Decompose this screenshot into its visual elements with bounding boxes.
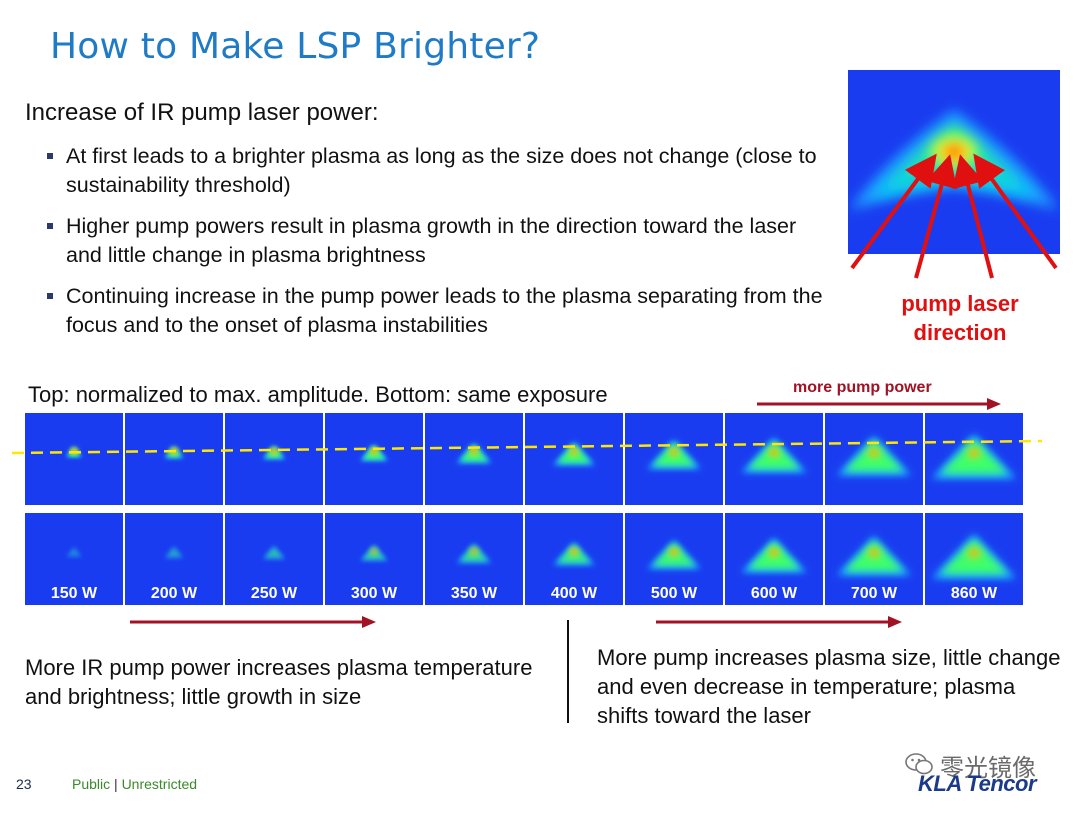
bottom-plasma-image bbox=[425, 513, 523, 605]
bottom-plasma-tile: 600 W bbox=[725, 513, 823, 605]
bottom-plasma-tile: 150 W bbox=[25, 513, 123, 605]
bottom-plasma-tile: 860 W bbox=[925, 513, 1023, 605]
bottom-plasma-tile: 250 W bbox=[225, 513, 323, 605]
bottom-plasma-tile: 500 W bbox=[625, 513, 723, 605]
bottom-plasma-image bbox=[525, 513, 623, 605]
power-label: 400 W bbox=[550, 585, 598, 602]
pump-direction-line-2: direction bbox=[913, 320, 1007, 345]
top-plasma-image bbox=[725, 413, 823, 505]
top-plasma-image bbox=[625, 413, 723, 505]
power-label: 250 W bbox=[250, 585, 298, 602]
top-plasma-tile bbox=[25, 413, 123, 505]
restriction-label: Unrestricted bbox=[121, 776, 198, 792]
left-growth-arrow bbox=[130, 616, 376, 628]
top-plasma-image bbox=[325, 413, 423, 505]
top-plasma-tile bbox=[925, 413, 1023, 505]
company-logo: KLA Tencor bbox=[918, 771, 1037, 796]
pump-direction-arrows bbox=[850, 153, 1058, 279]
slide-title: How to Make LSP Brighter? bbox=[50, 26, 541, 67]
top-plasma-tile bbox=[825, 413, 923, 505]
power-label: 860 W bbox=[950, 585, 998, 602]
wechat-icon bbox=[905, 753, 933, 775]
power-label: 600 W bbox=[750, 585, 798, 602]
top-plasma-image bbox=[25, 413, 123, 505]
top-plasma-tile bbox=[625, 413, 723, 505]
strip-caption: Top: normalized to max. amplitude. Botto… bbox=[28, 382, 608, 407]
top-plasma-image bbox=[825, 413, 923, 505]
watermark-text: 零光镜像 bbox=[940, 755, 1036, 782]
top-plasma-image bbox=[925, 413, 1023, 505]
right-note: More pump increases plasma size, little … bbox=[597, 645, 1061, 728]
top-plasma-image bbox=[425, 413, 523, 505]
bullet-item: At first leads to a brighter plasma as l… bbox=[45, 142, 835, 200]
bullet-list: At first leads to a brighter plasma as l… bbox=[45, 142, 835, 352]
left-note: More IR pump power increases plasma temp… bbox=[25, 655, 533, 709]
bullet-item: Continuing increase in the pump power le… bbox=[45, 282, 835, 340]
power-label: 300 W bbox=[350, 585, 398, 602]
bottom-image-strip: 150 W 200 W 250 W 300 W 350 W 400 W 500 W 600 W… bbox=[23, 513, 1023, 605]
top-plasma-tile bbox=[225, 413, 323, 505]
top-plasma-tile bbox=[425, 413, 523, 505]
pump-direction-label: pump laser direction bbox=[880, 289, 1040, 347]
top-plasma-image bbox=[125, 413, 223, 505]
power-label: 200 W bbox=[150, 585, 198, 602]
footer-separator: | bbox=[114, 776, 118, 792]
bottom-plasma-tile: 350 W bbox=[425, 513, 523, 605]
bottom-plasma-image bbox=[25, 513, 123, 605]
top-plasma-tile bbox=[525, 413, 623, 505]
bottom-plasma-tile: 700 W bbox=[825, 513, 923, 605]
bottom-plasma-image bbox=[325, 513, 423, 605]
power-label: 700 W bbox=[850, 585, 898, 602]
more-pump-power-label: more pump power bbox=[793, 379, 932, 396]
bottom-plasma-tile: 200 W bbox=[125, 513, 223, 605]
top-plasma-image bbox=[225, 413, 323, 505]
bottom-plasma-image bbox=[625, 513, 723, 605]
pump-direction-line-1: pump laser bbox=[901, 291, 1019, 316]
focus-reference-line bbox=[12, 439, 1043, 455]
subheading: Increase of IR pump laser power: bbox=[25, 99, 379, 126]
power-label: 150 W bbox=[50, 585, 98, 602]
more-pump-power-arrow bbox=[757, 398, 1001, 410]
bottom-plasma-tile: 300 W bbox=[325, 513, 423, 605]
top-image-strip bbox=[23, 413, 1023, 505]
right-growth-arrow bbox=[656, 616, 902, 628]
power-label: 350 W bbox=[450, 585, 498, 602]
bottom-plasma-image bbox=[125, 513, 223, 605]
top-plasma-tile bbox=[125, 413, 223, 505]
power-label: 500 W bbox=[650, 585, 698, 602]
bullet-item: Higher pump powers result in plasma grow… bbox=[45, 212, 835, 270]
top-plasma-tile bbox=[725, 413, 823, 505]
top-plasma-tile bbox=[325, 413, 423, 505]
page-number: 23 bbox=[16, 776, 32, 792]
bottom-plasma-image bbox=[925, 513, 1023, 605]
classification-footer: Public | Unrestricted bbox=[72, 776, 197, 792]
bottom-plasma-image bbox=[725, 513, 823, 605]
top-plasma-image bbox=[525, 413, 623, 505]
divider-line bbox=[567, 620, 569, 723]
bottom-plasma-image bbox=[825, 513, 923, 605]
classification-label: Public bbox=[72, 776, 111, 792]
bottom-plasma-image bbox=[225, 513, 323, 605]
bottom-plasma-tile: 400 W bbox=[525, 513, 623, 605]
